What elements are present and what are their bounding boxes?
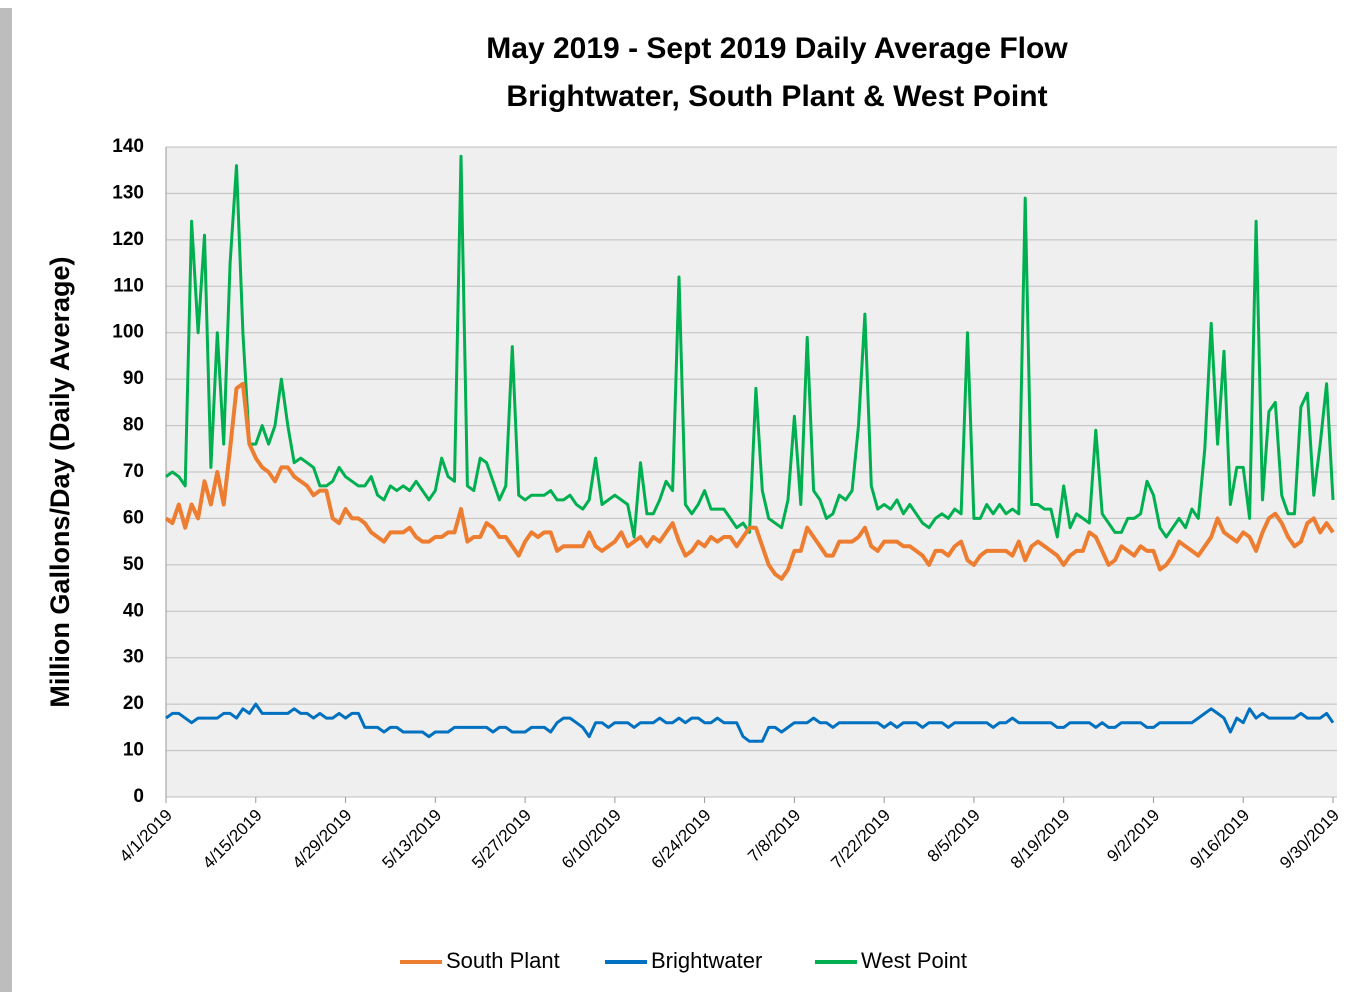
y-tick-label: 20 [123, 693, 144, 714]
y-tick-label: 100 [112, 322, 144, 343]
y-tick-label: 0 [133, 786, 144, 807]
y-tick-label: 120 [112, 229, 144, 250]
y-axis-label: Million Gallons/Day (Daily Average) [45, 256, 75, 707]
chart-subtitle: Brightwater, South Plant & West Point [506, 80, 1047, 113]
y-tick-label: 140 [112, 136, 144, 157]
y-tick-label: 60 [123, 507, 144, 528]
chart-title: May 2019 - Sept 2019 Daily Average Flow [486, 32, 1068, 65]
legend-label: West Point [861, 948, 967, 973]
y-tick-label: 90 [123, 368, 144, 389]
series-line [164, 381, 1335, 581]
y-tick-label: 70 [123, 461, 144, 482]
series-line [165, 154, 1335, 539]
y-tick-label: 40 [123, 600, 144, 621]
y-tick-label: 110 [113, 275, 144, 296]
y-tick-label: 80 [123, 415, 144, 436]
legend-label: Brightwater [651, 948, 762, 973]
y-tick-label: 130 [112, 182, 144, 203]
series-line [165, 702, 1335, 743]
frame-shadow [0, 8, 12, 992]
y-tick-label: 30 [123, 647, 144, 668]
legend-label: South Plant [446, 948, 560, 973]
y-tick-label: 10 [123, 740, 144, 761]
y-tick-label: 50 [123, 554, 144, 575]
